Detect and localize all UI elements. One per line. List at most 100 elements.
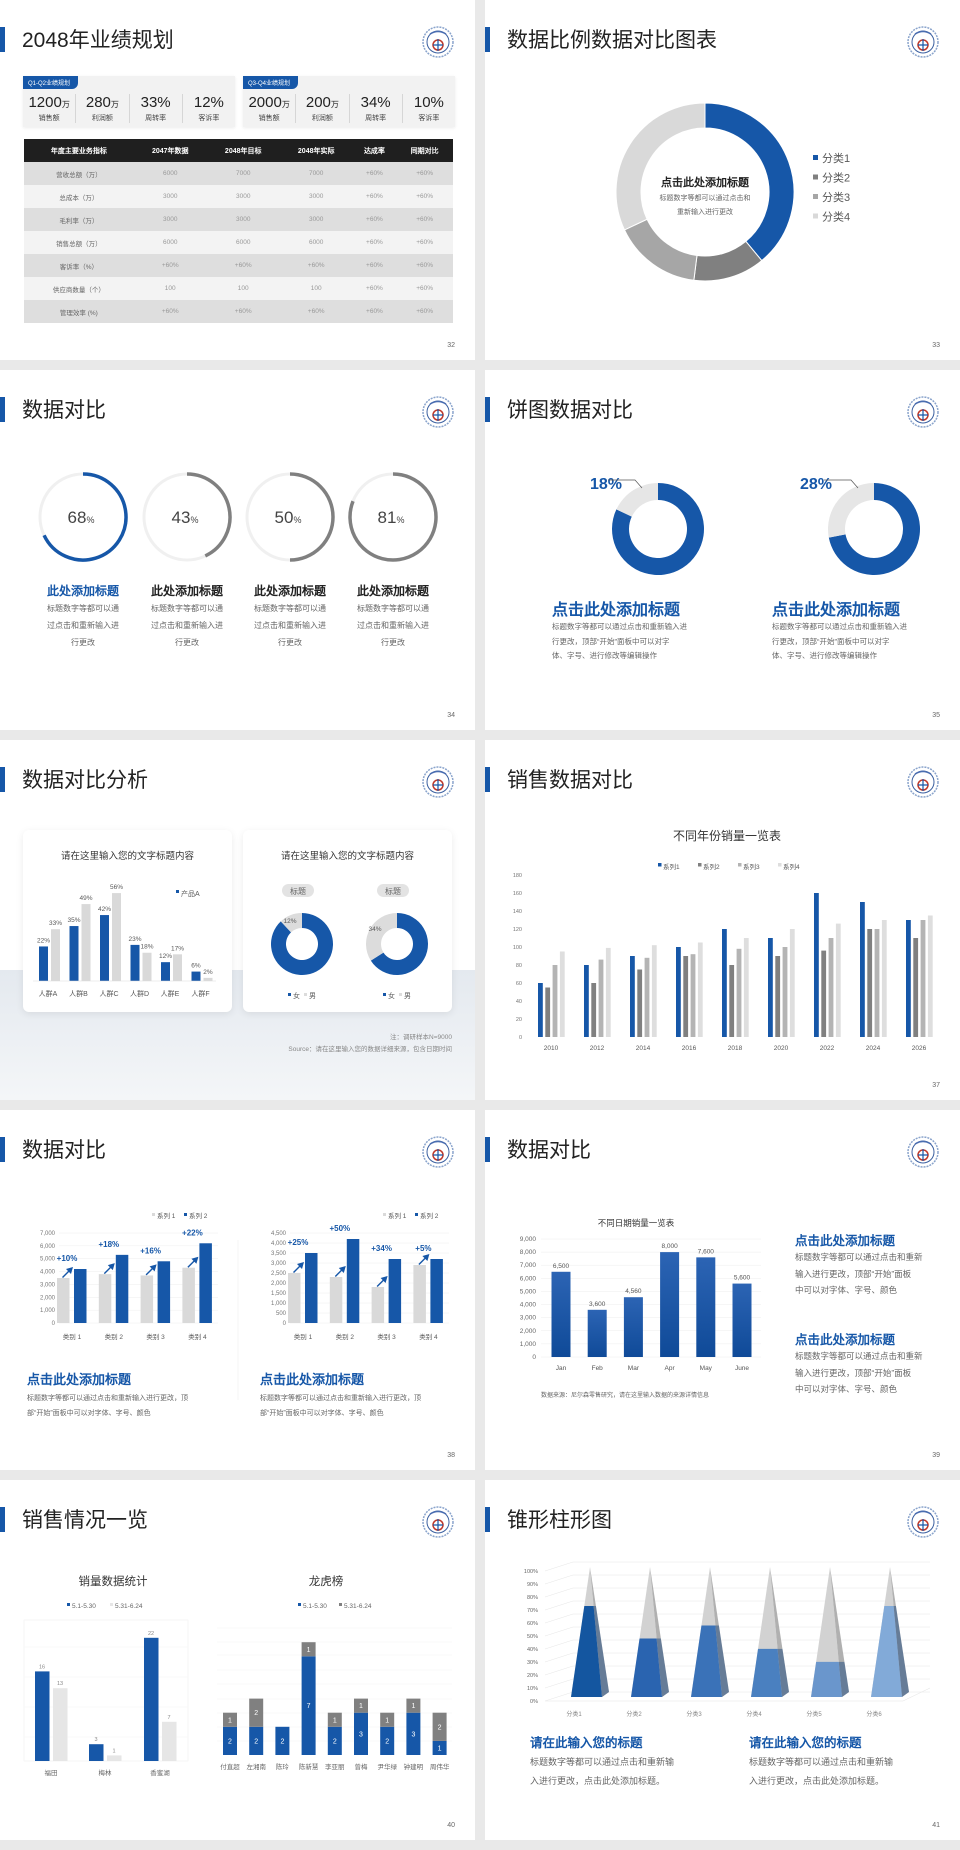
item-text: 行更改 (278, 638, 302, 647)
y-tick-label: 180 (513, 873, 522, 879)
gridline-side (544, 1691, 574, 1702)
category-label: 人群B (69, 989, 88, 998)
pyramid-value (631, 1638, 662, 1697)
table-header-cell: 2047年数据 (133, 139, 207, 162)
page-number: 35 (932, 712, 940, 719)
y-tick-label: 90% (527, 1582, 538, 1588)
stat-unit: 万 (281, 100, 290, 109)
slide-39: 数据对比 39 不同日期销量一览表 0 1,000 2,000 3,000 4,000 5,00… (485, 1110, 960, 1470)
table-row: 管理效率 (%) +60% +60% +60% +60% +60% (24, 300, 453, 323)
data-label: 13 (57, 1681, 63, 1687)
title-accent-bar (0, 27, 5, 52)
y-tick-label: 500 (276, 1311, 287, 1317)
item-text: 输入进行更改，顶部“开始”面板 (795, 1367, 912, 1378)
bar-series-1 (57, 1278, 70, 1323)
pill-label: 标题 (385, 886, 401, 896)
item-heading: 此处添加标题 (46, 584, 119, 598)
bar (39, 946, 48, 981)
segment-label: 1 (333, 1717, 337, 1724)
page-number: 41 (932, 1822, 940, 1829)
bar-series-2 (354, 1698, 368, 1713)
category-label: 2014 (636, 1045, 651, 1052)
y-tick-label: 100 (513, 945, 522, 951)
bar (732, 1283, 752, 1357)
table-cell: +60% (352, 254, 397, 277)
pyramid-value (571, 1606, 602, 1697)
donut-slice-3 (623, 218, 698, 281)
donut-slice-female (370, 913, 428, 975)
stat-label: 利润额 (91, 115, 113, 122)
bar (545, 987, 551, 1037)
donut-slice-main (612, 483, 704, 575)
pill-badge (282, 884, 314, 897)
legend-swatch (288, 993, 291, 996)
y-tick-label: 6,000 (520, 1275, 537, 1282)
growth-label: +16% (140, 1246, 161, 1255)
y-tick-label: 7,000 (40, 1231, 56, 1237)
y-tick-label: 4,000 (520, 1302, 537, 1309)
y-tick-label: 140 (513, 909, 522, 915)
growth-label: +25% (288, 1238, 309, 1247)
item-text: 过点击和重新输入进 (254, 621, 326, 630)
y-tick-label: 1,000 (520, 1341, 537, 1348)
table-cell: 管理效率 (%) (24, 300, 134, 323)
chart-title: 不同年份销量一览表 (673, 828, 781, 843)
stat-unit: 万 (61, 100, 70, 109)
item-text: 行更改，顶部“开始”面板中可以对字 (772, 636, 890, 646)
item-heading: 点击此处添加标题 (552, 602, 681, 619)
category-label: 钟建明 (404, 1762, 424, 1771)
category-label: Feb (592, 1365, 604, 1372)
legend-label: 分类3 (822, 190, 850, 204)
legend-swatch (399, 993, 402, 996)
ring-progress (348, 472, 438, 562)
donut-percent-label: 18% (590, 476, 622, 493)
card-title: 请在这里输入您的文字标题内容 (60, 851, 194, 862)
title-accent-bar (0, 1507, 5, 1532)
legend-label: 女 (293, 991, 300, 1000)
bar (789, 929, 795, 1037)
table-cell: 供应商数量（个） (24, 277, 134, 300)
y-tick-label: 4,000 (40, 1270, 56, 1276)
bar-series-1 (354, 1712, 368, 1755)
leader-line (824, 479, 859, 489)
category-label: 梅林 (99, 1768, 113, 1777)
bar (768, 938, 773, 1037)
slide-title: 销售情况一览 (22, 1509, 148, 1532)
item-heading: 点击此处添加标题 (795, 1234, 896, 1248)
stats-row: 1200万 销售额 280万 利润额 33% 周转率 12% 客诉率 (23, 94, 235, 123)
gridline-side (544, 1561, 574, 1572)
page-number: 40 (447, 1822, 455, 1829)
slide-33: 数据比例数据对比图表 33 分类1 分类2 分类3 分类4 点击此处添加标题 标题数字等都可以… (485, 0, 960, 360)
bar-series-1 (249, 1726, 264, 1755)
slide-title: 数据对比 (507, 1139, 591, 1162)
growth-label: +18% (98, 1240, 119, 1249)
pyramid-remainder-side (830, 1567, 849, 1697)
category-label: 2012 (590, 1045, 605, 1052)
legend-label: 系列4 (783, 862, 800, 871)
growth-label: +50% (329, 1224, 350, 1233)
growth-arrow-icon (376, 1276, 388, 1287)
data-label: 16 (39, 1664, 45, 1670)
pyramid-value (691, 1625, 722, 1697)
bar (676, 947, 681, 1037)
table-cell: +60% (352, 185, 397, 208)
donut-slice-main (828, 483, 920, 575)
table-cell: 3000 (133, 208, 207, 231)
table-cell: 营收总额（万） (24, 162, 134, 185)
item-text: 中可以对字体、字号、颜色 (795, 1285, 898, 1296)
bar-series-2 (223, 1712, 237, 1727)
stat-label: 周转率 (145, 115, 167, 122)
table-cell: +60% (352, 208, 397, 231)
slide-title: 数据比例数据对比图表 (507, 29, 717, 52)
legend-swatch (152, 1213, 155, 1216)
y-tick-label: 3,000 (40, 1282, 56, 1288)
item-text: 标题数字等都可以通 (357, 604, 429, 613)
stat-number: 2000 (248, 94, 282, 111)
bar (161, 962, 170, 981)
bar (81, 904, 91, 981)
pyramid-value (811, 1661, 842, 1697)
stat-value: 1200万 (23, 94, 75, 113)
legend-swatch (813, 174, 818, 180)
y-tick-label: 100% (524, 1569, 538, 1575)
table-header-row: 年度主要业务指标 2047年数据 2048年目标 2048年实际 达成率 同期对比 (24, 139, 453, 162)
